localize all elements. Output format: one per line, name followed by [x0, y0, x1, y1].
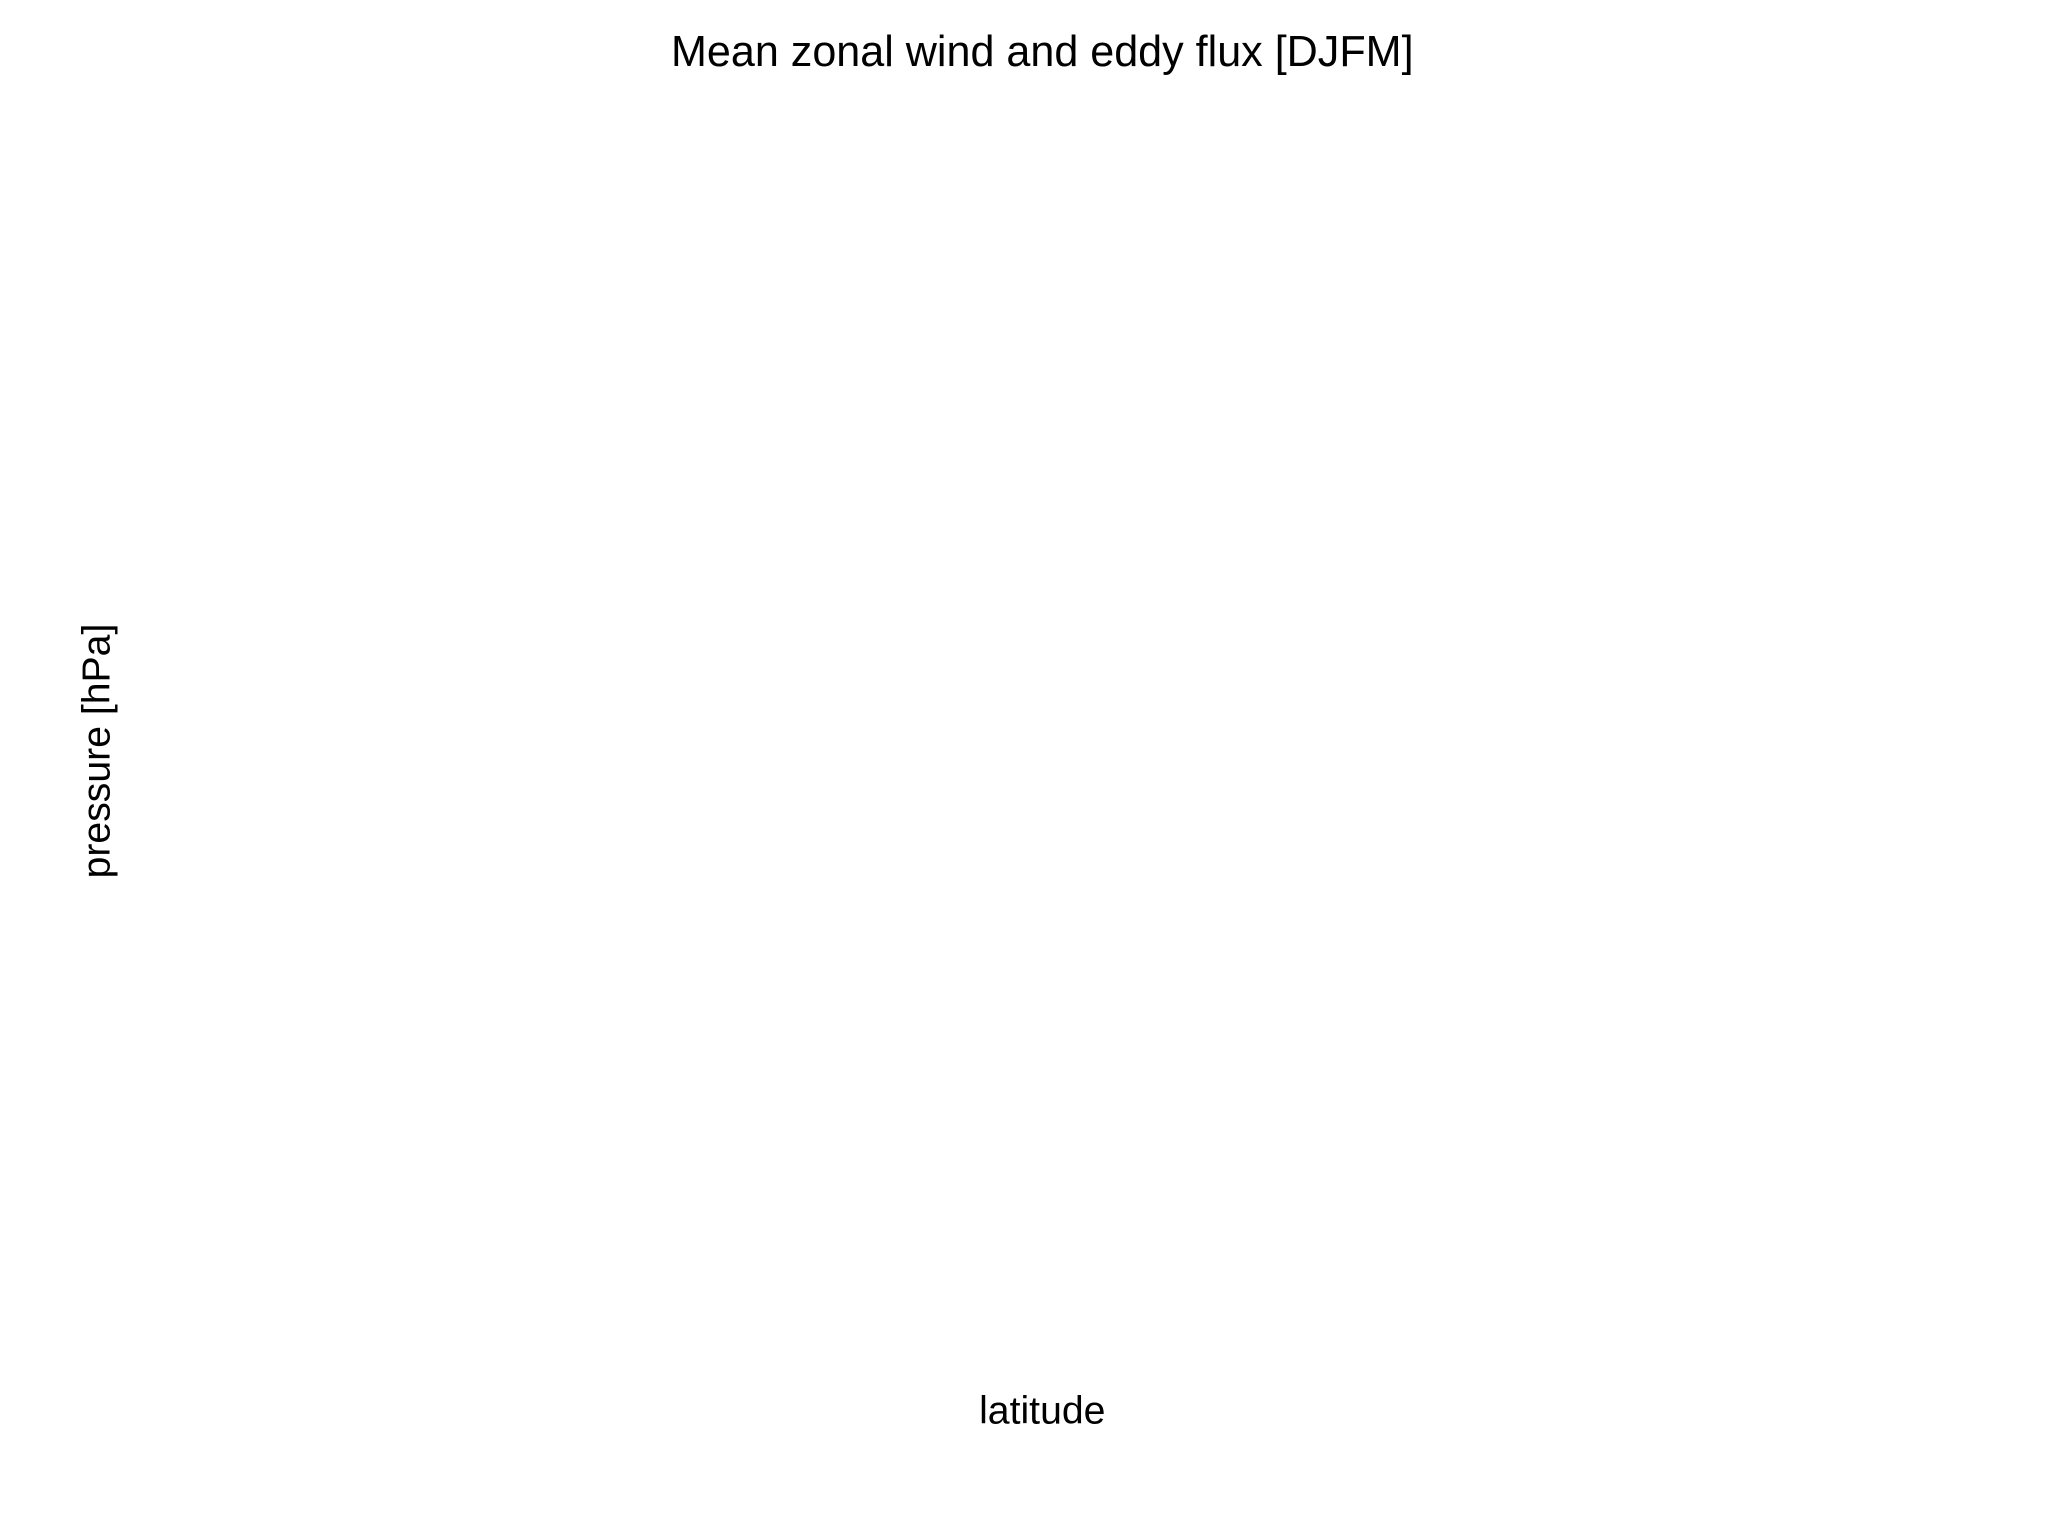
y-axis-label: pressure [hPa] — [76, 624, 119, 879]
chart-title: Mean zonal wind and eddy flux [DJFM] — [671, 28, 1414, 76]
x-axis-label: latitude — [979, 1390, 1105, 1433]
